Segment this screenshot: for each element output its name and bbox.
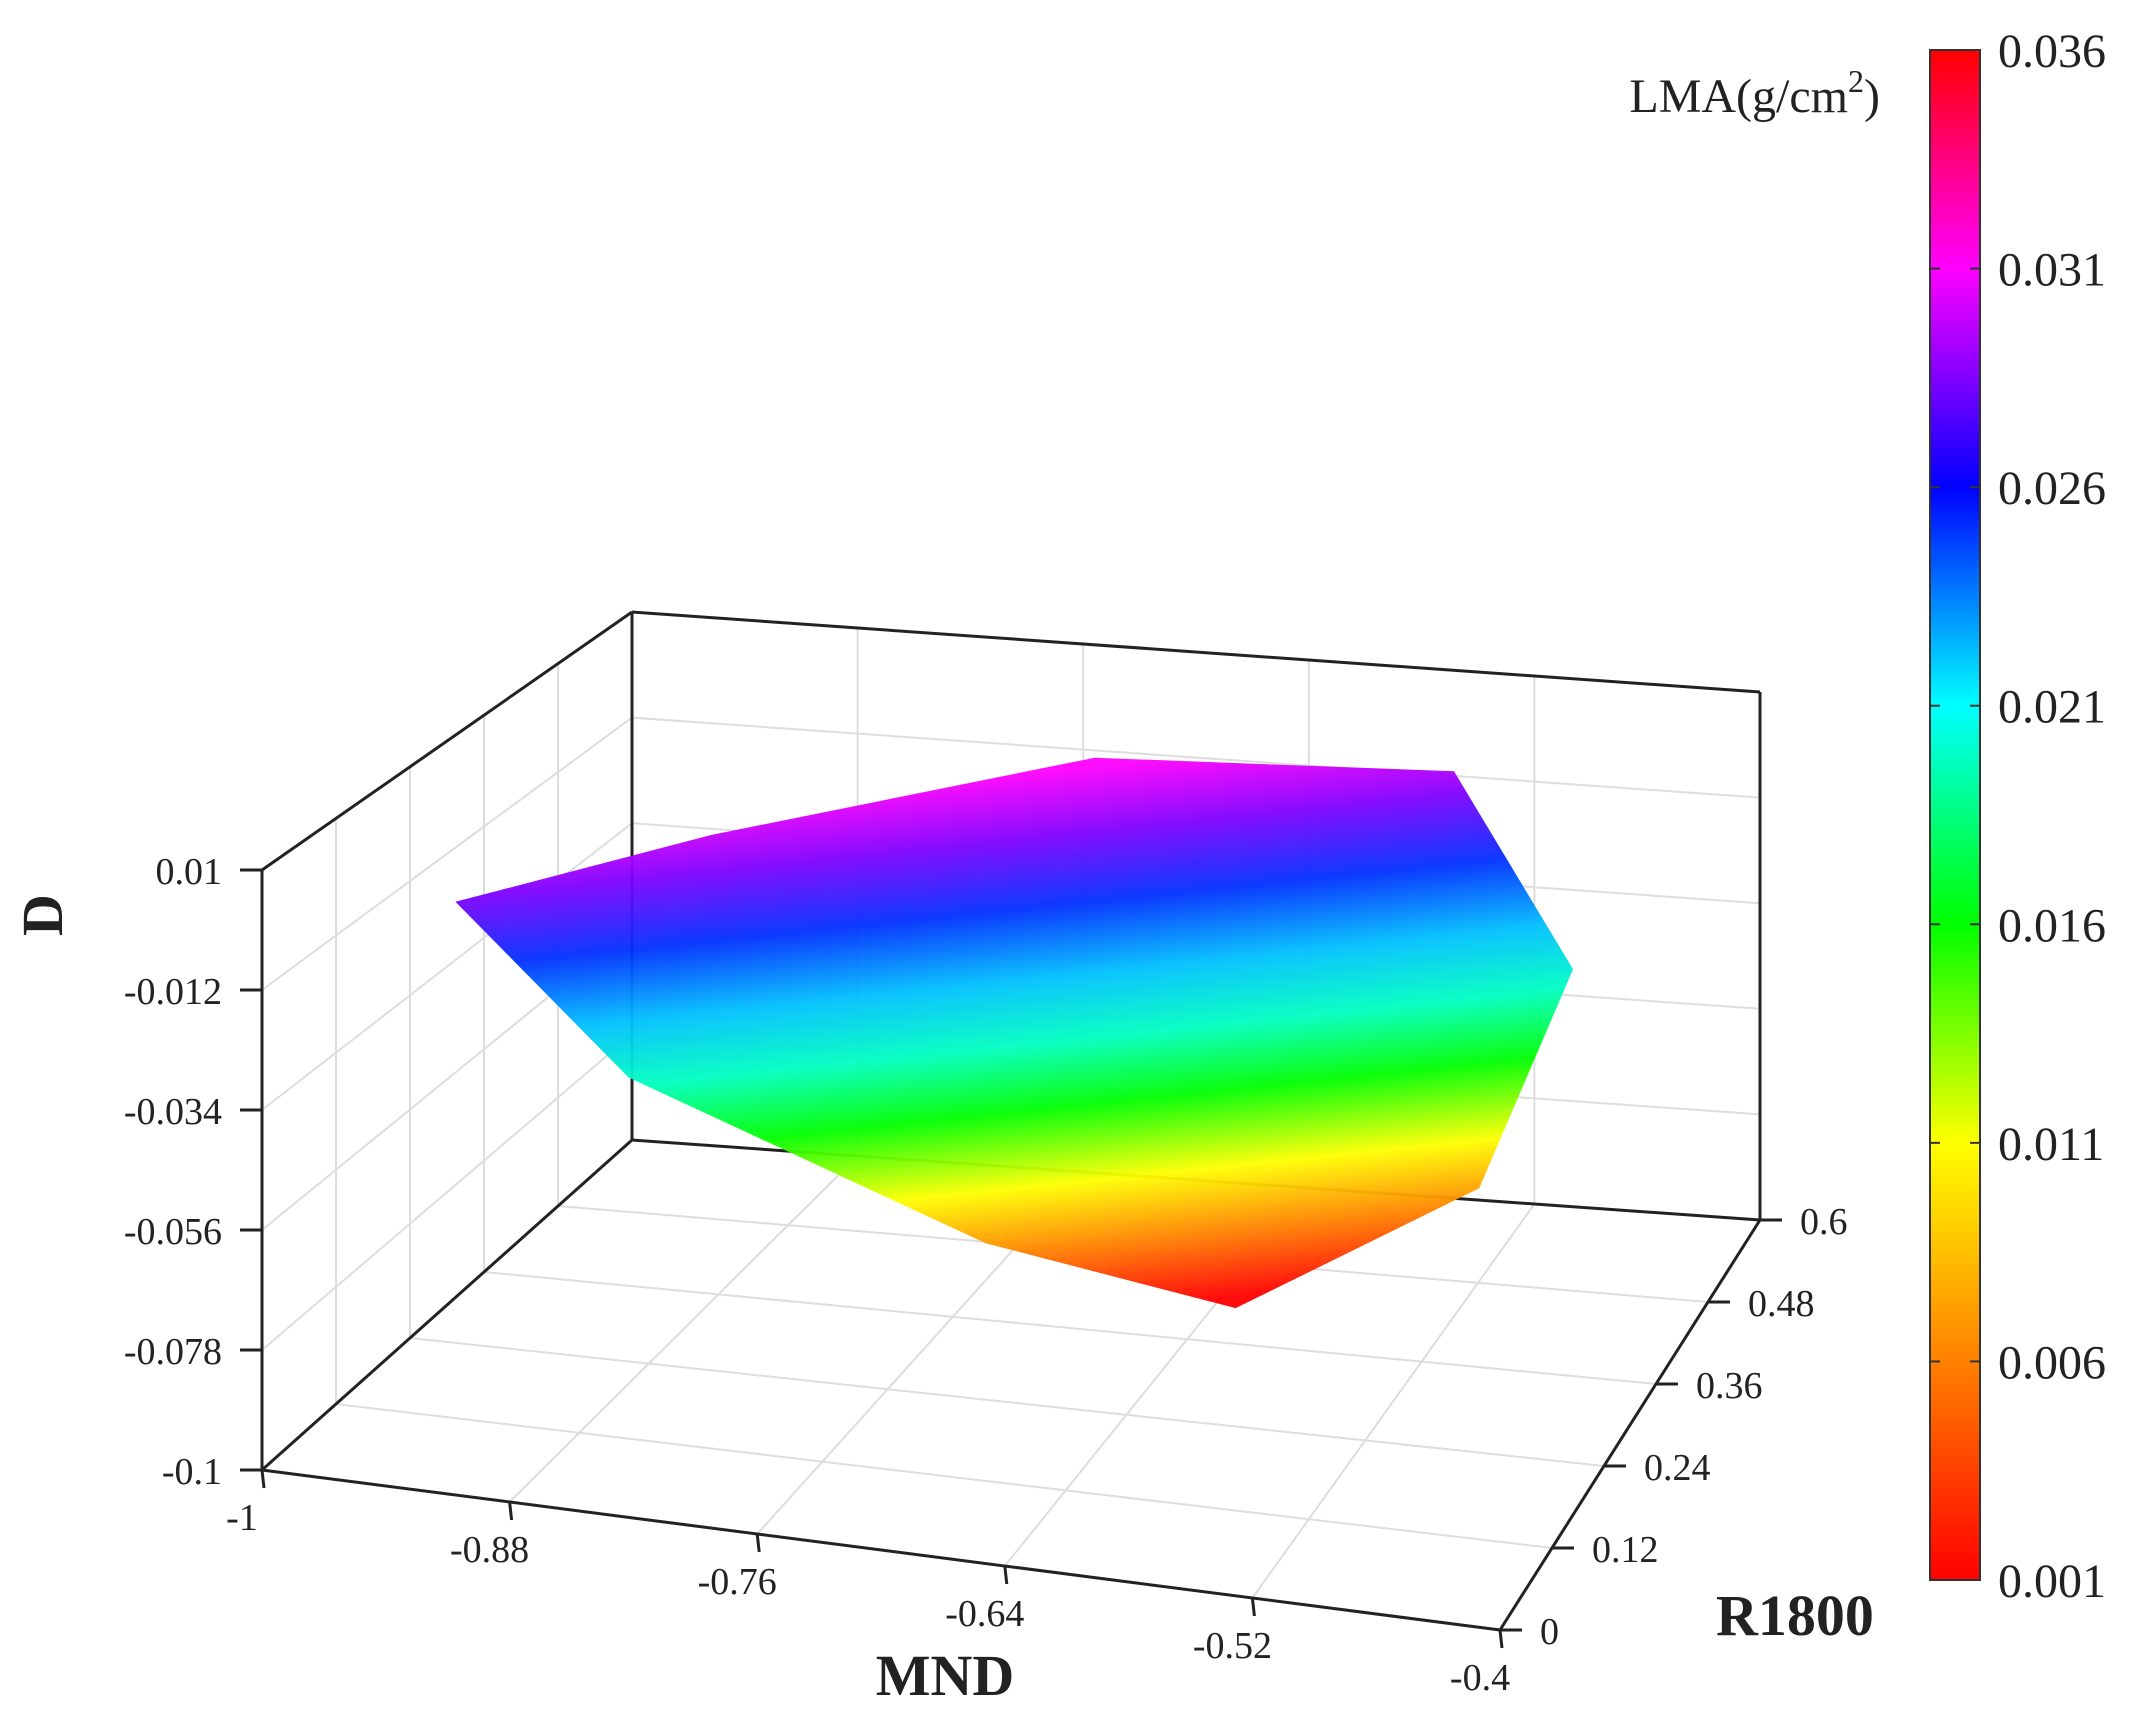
top-back-edge (631, 610, 1761, 694)
x-tick-label: -0.88 (450, 1529, 529, 1571)
colorbar-tick-label: 0.026 (1998, 462, 2106, 515)
colorbar-title: LMA(g/cm2) (1629, 63, 1880, 123)
y-axis-line (1498, 1219, 1762, 1631)
z-tick-label: -0.034 (124, 1091, 222, 1133)
y-tick-label: 0.24 (1644, 1447, 1711, 1489)
x-tick-mark (1250, 1597, 1256, 1617)
top-left-edge (261, 610, 633, 872)
z-tick-label: 0.01 (156, 851, 223, 893)
grid-line (335, 1403, 1553, 1549)
colorbar-tick-label: 0.006 (1998, 1336, 2106, 1389)
x-tick-mark (1498, 1629, 1504, 1649)
y-tick-label: 0.12 (1592, 1529, 1659, 1571)
floor-left-edge (261, 1138, 633, 1472)
x-axis-line (261, 1468, 1501, 1632)
grid-line (508, 1155, 859, 1503)
y-axis-label: R1800 (1716, 1583, 1874, 1648)
y-tick-label: 0.6 (1800, 1201, 1848, 1243)
grid-line (409, 1337, 1605, 1467)
grid-line (261, 822, 633, 1111)
x-tick-mark (508, 1501, 514, 1521)
grid-line (483, 1271, 1657, 1385)
point-cloud-surface (455, 757, 1573, 1309)
point-cloud (455, 757, 1573, 1309)
y-tick-label: 0.48 (1748, 1283, 1815, 1325)
grid-line (261, 716, 633, 991)
x-tick-mark (755, 1533, 761, 1553)
colorbar: 0.036 0.031 0.026 0.021 0.016 0.011 0.006 0.001… (1629, 25, 2106, 1608)
x-tick-label: -1 (226, 1497, 258, 1539)
z-tick-label: -0.078 (124, 1331, 222, 1373)
x-tick-mark (1003, 1565, 1009, 1585)
colorbar-tick-label: 0.036 (1998, 25, 2106, 78)
x-tick-mark (260, 1469, 266, 1489)
z-tick-label: -0.056 (124, 1211, 222, 1253)
z-tick-label: -0.012 (124, 971, 222, 1013)
x-tick-label: -0.76 (698, 1561, 777, 1603)
x-tick-label: -0.4 (1450, 1657, 1510, 1699)
colorbar-tick-label: 0.011 (1998, 1118, 2104, 1171)
y-tick-label: 0 (1540, 1611, 1559, 1653)
tick-labels: -1 -0.88 -0.76 -0.64 -0.52 -0.4 0 0.12 0.24 0.36 0… (124, 851, 1848, 1699)
z-tick-label: -0.1 (162, 1451, 222, 1493)
colorbar-rect (1929, 49, 1981, 1581)
x-tick-label: -0.64 (945, 1593, 1024, 1635)
z-axis-label: D (10, 894, 75, 936)
colorbar-title-suffix: ) (1864, 70, 1880, 123)
colorbar-ticks: 0.036 0.031 0.026 0.021 0.016 0.011 0.006 0.001 (1930, 25, 2106, 1608)
y-tick-label: 0.36 (1696, 1365, 1763, 1407)
x-tick-label: -0.52 (1193, 1625, 1272, 1667)
colorbar-tick-label: 0.021 (1998, 681, 2106, 734)
grid-line (261, 1033, 633, 1351)
colorbar-title-superscript: 2 (1848, 63, 1864, 99)
grid-line (1251, 1203, 1536, 1599)
colorbar-tick-label: 0.031 (1998, 244, 2106, 297)
grid-line (631, 716, 1761, 799)
colorbar-tick-label: 0.016 (1998, 899, 2106, 952)
colorbar-tick-label: 0.001 (1998, 1555, 2106, 1608)
x-axis-label: MND (876, 1643, 1015, 1708)
